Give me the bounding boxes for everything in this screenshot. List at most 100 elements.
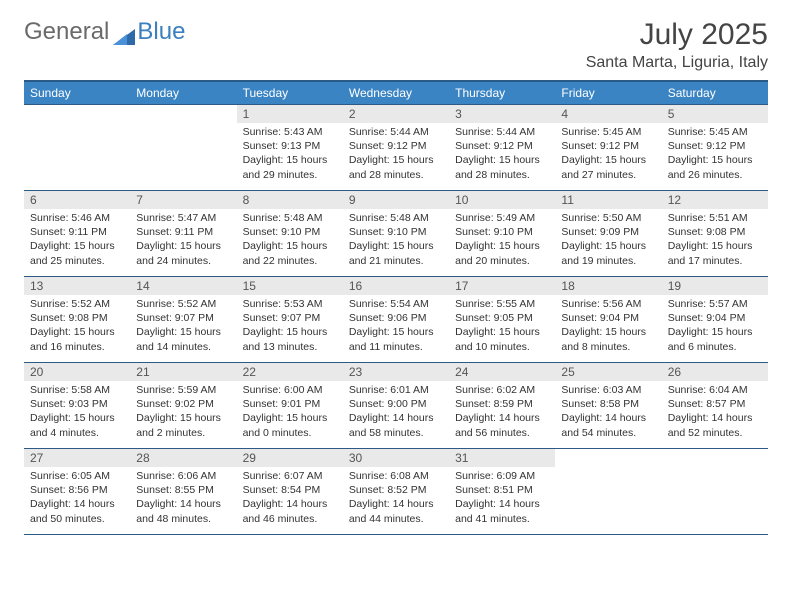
day-details: Sunrise: 5:43 AMSunset: 9:13 PMDaylight:… — [237, 123, 343, 186]
calendar-day-cell: 14Sunrise: 5:52 AMSunset: 9:07 PMDayligh… — [130, 277, 236, 363]
calendar-row: 1Sunrise: 5:43 AMSunset: 9:13 PMDaylight… — [24, 105, 768, 191]
day-details: Sunrise: 6:08 AMSunset: 8:52 PMDaylight:… — [343, 467, 449, 530]
day-details: Sunrise: 6:02 AMSunset: 8:59 PMDaylight:… — [449, 381, 555, 444]
calendar-table: SundayMondayTuesdayWednesdayThursdayFrid… — [24, 80, 768, 535]
weekday-header: Saturday — [662, 81, 768, 105]
calendar-day-cell: 3Sunrise: 5:44 AMSunset: 9:12 PMDaylight… — [449, 105, 555, 191]
day-details: Sunrise: 6:05 AMSunset: 8:56 PMDaylight:… — [24, 467, 130, 530]
calendar-day-cell: 19Sunrise: 5:57 AMSunset: 9:04 PMDayligh… — [662, 277, 768, 363]
day-number: 30 — [343, 449, 449, 467]
day-details: Sunrise: 6:03 AMSunset: 8:58 PMDaylight:… — [555, 381, 661, 444]
calendar-day-cell: 22Sunrise: 6:00 AMSunset: 9:01 PMDayligh… — [237, 363, 343, 449]
location: Santa Marta, Liguria, Italy — [586, 54, 768, 72]
weekday-header: Thursday — [449, 81, 555, 105]
calendar-day-cell: 15Sunrise: 5:53 AMSunset: 9:07 PMDayligh… — [237, 277, 343, 363]
day-details: Sunrise: 5:44 AMSunset: 9:12 PMDaylight:… — [343, 123, 449, 186]
day-details: Sunrise: 5:55 AMSunset: 9:05 PMDaylight:… — [449, 295, 555, 358]
day-number: 18 — [555, 277, 661, 295]
calendar-day-cell: 10Sunrise: 5:49 AMSunset: 9:10 PMDayligh… — [449, 191, 555, 277]
calendar-day-cell: 2Sunrise: 5:44 AMSunset: 9:12 PMDaylight… — [343, 105, 449, 191]
calendar-day-cell: 16Sunrise: 5:54 AMSunset: 9:06 PMDayligh… — [343, 277, 449, 363]
title-block: July 2025 Santa Marta, Liguria, Italy — [586, 18, 768, 72]
day-details: Sunrise: 5:53 AMSunset: 9:07 PMDaylight:… — [237, 295, 343, 358]
calendar-day-cell: 25Sunrise: 6:03 AMSunset: 8:58 PMDayligh… — [555, 363, 661, 449]
calendar-empty-cell — [24, 105, 130, 191]
calendar-day-cell: 18Sunrise: 5:56 AMSunset: 9:04 PMDayligh… — [555, 277, 661, 363]
calendar-row: 27Sunrise: 6:05 AMSunset: 8:56 PMDayligh… — [24, 449, 768, 535]
calendar-day-cell: 26Sunrise: 6:04 AMSunset: 8:57 PMDayligh… — [662, 363, 768, 449]
logo-text-general: General — [24, 18, 109, 46]
day-number: 21 — [130, 363, 236, 381]
day-number: 9 — [343, 191, 449, 209]
day-number: 27 — [24, 449, 130, 467]
day-number: 1 — [237, 105, 343, 123]
day-number: 17 — [449, 277, 555, 295]
day-details: Sunrise: 5:50 AMSunset: 9:09 PMDaylight:… — [555, 209, 661, 272]
month-title: July 2025 — [586, 18, 768, 52]
calendar-day-cell: 13Sunrise: 5:52 AMSunset: 9:08 PMDayligh… — [24, 277, 130, 363]
day-details: Sunrise: 5:45 AMSunset: 9:12 PMDaylight:… — [662, 123, 768, 186]
day-details: Sunrise: 6:01 AMSunset: 9:00 PMDaylight:… — [343, 381, 449, 444]
calendar-day-cell: 30Sunrise: 6:08 AMSunset: 8:52 PMDayligh… — [343, 449, 449, 535]
day-details: Sunrise: 6:04 AMSunset: 8:57 PMDaylight:… — [662, 381, 768, 444]
day-details: Sunrise: 6:09 AMSunset: 8:51 PMDaylight:… — [449, 467, 555, 530]
day-details: Sunrise: 5:48 AMSunset: 9:10 PMDaylight:… — [343, 209, 449, 272]
day-details: Sunrise: 5:48 AMSunset: 9:10 PMDaylight:… — [237, 209, 343, 272]
day-number: 20 — [24, 363, 130, 381]
day-number: 19 — [662, 277, 768, 295]
calendar-empty-cell — [662, 449, 768, 535]
day-details: Sunrise: 5:52 AMSunset: 9:07 PMDaylight:… — [130, 295, 236, 358]
day-number: 24 — [449, 363, 555, 381]
day-number: 4 — [555, 105, 661, 123]
calendar-day-cell: 28Sunrise: 6:06 AMSunset: 8:55 PMDayligh… — [130, 449, 236, 535]
logo-triangle-icon — [113, 24, 135, 40]
calendar-day-cell: 27Sunrise: 6:05 AMSunset: 8:56 PMDayligh… — [24, 449, 130, 535]
day-number: 11 — [555, 191, 661, 209]
day-number: 13 — [24, 277, 130, 295]
calendar-empty-cell — [555, 449, 661, 535]
day-number: 10 — [449, 191, 555, 209]
calendar-row: 6Sunrise: 5:46 AMSunset: 9:11 PMDaylight… — [24, 191, 768, 277]
day-number: 25 — [555, 363, 661, 381]
day-details: Sunrise: 5:59 AMSunset: 9:02 PMDaylight:… — [130, 381, 236, 444]
day-number: 26 — [662, 363, 768, 381]
calendar-day-cell: 5Sunrise: 5:45 AMSunset: 9:12 PMDaylight… — [662, 105, 768, 191]
calendar-row: 13Sunrise: 5:52 AMSunset: 9:08 PMDayligh… — [24, 277, 768, 363]
day-number: 3 — [449, 105, 555, 123]
day-number: 12 — [662, 191, 768, 209]
calendar-day-cell: 29Sunrise: 6:07 AMSunset: 8:54 PMDayligh… — [237, 449, 343, 535]
day-details: Sunrise: 6:07 AMSunset: 8:54 PMDaylight:… — [237, 467, 343, 530]
day-details: Sunrise: 5:46 AMSunset: 9:11 PMDaylight:… — [24, 209, 130, 272]
weekday-header: Friday — [555, 81, 661, 105]
day-details: Sunrise: 5:47 AMSunset: 9:11 PMDaylight:… — [130, 209, 236, 272]
calendar-day-cell: 24Sunrise: 6:02 AMSunset: 8:59 PMDayligh… — [449, 363, 555, 449]
day-number: 8 — [237, 191, 343, 209]
calendar-day-cell: 8Sunrise: 5:48 AMSunset: 9:10 PMDaylight… — [237, 191, 343, 277]
day-number: 6 — [24, 191, 130, 209]
day-details: Sunrise: 5:54 AMSunset: 9:06 PMDaylight:… — [343, 295, 449, 358]
weekday-header-row: SundayMondayTuesdayWednesdayThursdayFrid… — [24, 81, 768, 105]
calendar-day-cell: 4Sunrise: 5:45 AMSunset: 9:12 PMDaylight… — [555, 105, 661, 191]
day-details: Sunrise: 6:06 AMSunset: 8:55 PMDaylight:… — [130, 467, 236, 530]
day-details: Sunrise: 5:52 AMSunset: 9:08 PMDaylight:… — [24, 295, 130, 358]
calendar-day-cell: 12Sunrise: 5:51 AMSunset: 9:08 PMDayligh… — [662, 191, 768, 277]
weekday-header: Wednesday — [343, 81, 449, 105]
calendar-day-cell: 9Sunrise: 5:48 AMSunset: 9:10 PMDaylight… — [343, 191, 449, 277]
weekday-header: Tuesday — [237, 81, 343, 105]
day-number: 14 — [130, 277, 236, 295]
day-details: Sunrise: 5:58 AMSunset: 9:03 PMDaylight:… — [24, 381, 130, 444]
logo-text-blue: Blue — [137, 18, 185, 46]
day-number: 2 — [343, 105, 449, 123]
logo: General Blue — [24, 18, 185, 46]
day-details: Sunrise: 5:45 AMSunset: 9:12 PMDaylight:… — [555, 123, 661, 186]
day-number: 15 — [237, 277, 343, 295]
day-details: Sunrise: 5:51 AMSunset: 9:08 PMDaylight:… — [662, 209, 768, 272]
day-details: Sunrise: 5:57 AMSunset: 9:04 PMDaylight:… — [662, 295, 768, 358]
day-number: 7 — [130, 191, 236, 209]
calendar-day-cell: 17Sunrise: 5:55 AMSunset: 9:05 PMDayligh… — [449, 277, 555, 363]
day-number: 22 — [237, 363, 343, 381]
day-number: 23 — [343, 363, 449, 381]
calendar-day-cell: 11Sunrise: 5:50 AMSunset: 9:09 PMDayligh… — [555, 191, 661, 277]
day-number: 16 — [343, 277, 449, 295]
calendar-empty-cell — [130, 105, 236, 191]
